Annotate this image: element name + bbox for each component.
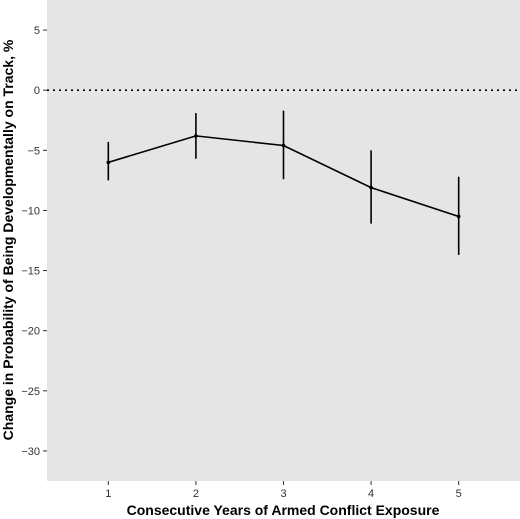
y-tick-label: −20 xyxy=(21,326,40,338)
plot-panel xyxy=(47,0,520,481)
data-point xyxy=(456,214,461,219)
x-tick-label: 2 xyxy=(193,488,199,500)
data-point xyxy=(369,185,373,190)
x-tick-label: 4 xyxy=(368,488,374,500)
y-tick-label: 0 xyxy=(34,85,40,97)
y-tick-label: −25 xyxy=(21,386,40,398)
data-point xyxy=(194,134,198,138)
x-tick-label: 1 xyxy=(105,488,111,500)
x-tick-label: 5 xyxy=(456,488,462,500)
data-point xyxy=(281,143,286,148)
y-tick-label: −30 xyxy=(21,446,40,458)
y-tick-label: 5 xyxy=(34,25,40,37)
y-axis-title: Change in Probability of Being Developme… xyxy=(0,39,16,440)
data-points xyxy=(106,134,461,219)
y-tick-label: −15 xyxy=(21,266,40,278)
x-tick-label: 3 xyxy=(280,488,286,500)
x-axis-title: Consecutive Years of Armed Conflict Expo… xyxy=(127,502,440,518)
data-point xyxy=(106,160,111,165)
y-tick-label: −5 xyxy=(27,145,40,157)
y-tick-label: −10 xyxy=(21,205,40,217)
y-axis: 5 0 −5 −10 −15 −20 −25 −30 xyxy=(21,25,47,458)
x-axis: 1 2 3 4 5 xyxy=(105,481,462,500)
